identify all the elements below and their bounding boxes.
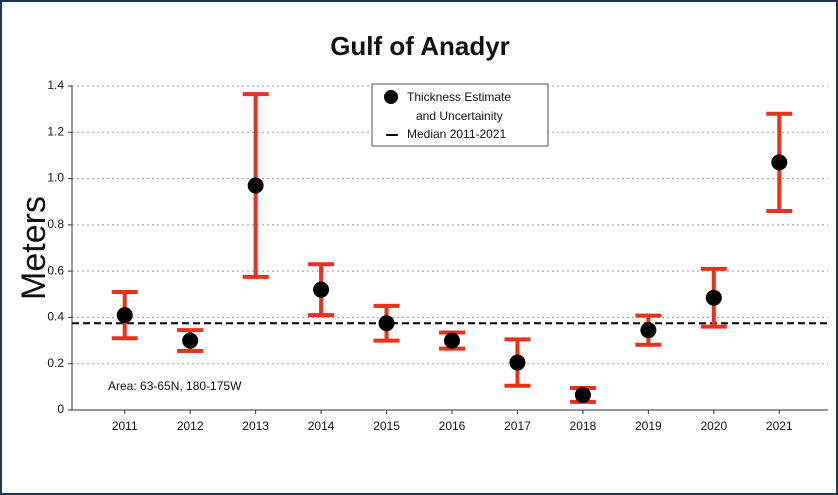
y-tick-label: 1.2 bbox=[47, 124, 64, 138]
data-point bbox=[247, 177, 264, 194]
chart-title: Gulf of Anadyr bbox=[330, 31, 510, 61]
x-tick-label: 2021 bbox=[766, 419, 793, 433]
x-tick-label: 2014 bbox=[308, 419, 335, 433]
x-tick-label: 2013 bbox=[242, 419, 269, 433]
legend-label: Thickness Estimate bbox=[407, 90, 511, 104]
x-tick-label: 2018 bbox=[570, 419, 597, 433]
data-point bbox=[574, 386, 591, 403]
x-tick-label: 2020 bbox=[700, 419, 727, 433]
x-tick-label: 2012 bbox=[177, 419, 204, 433]
data-point bbox=[705, 289, 722, 306]
data-point bbox=[116, 307, 133, 324]
y-tick-label: 0.4 bbox=[47, 310, 64, 324]
y-tick-label: 0.8 bbox=[47, 217, 64, 231]
y-tick-label: 0.2 bbox=[47, 356, 64, 370]
y-tick-label: 1.4 bbox=[47, 78, 64, 92]
legend-marker bbox=[384, 90, 398, 104]
data-point bbox=[640, 322, 657, 339]
y-axis-label: Meters bbox=[15, 196, 53, 300]
y-tick-label: 1.0 bbox=[47, 171, 64, 185]
legend-box bbox=[371, 83, 549, 147]
x-tick-label: 2017 bbox=[504, 419, 531, 433]
data-point bbox=[444, 332, 460, 349]
data-point bbox=[771, 154, 788, 171]
x-tick-label: 2011 bbox=[112, 419, 138, 433]
x-tick-label: 2016 bbox=[439, 419, 466, 433]
data-point bbox=[182, 332, 199, 349]
x-tick-label: 2015 bbox=[373, 419, 400, 433]
y-tick-label: 0 bbox=[57, 402, 64, 416]
annotation: Area: 63-65N, 180-175W bbox=[108, 379, 242, 393]
data-point bbox=[378, 315, 395, 332]
y-tick-label: 0.6 bbox=[47, 263, 64, 277]
x-tick-label: 2019 bbox=[635, 419, 662, 433]
data-point bbox=[509, 354, 526, 371]
legend-label: and Uncertainity bbox=[416, 109, 503, 123]
legend-label: Median 2011-2021 bbox=[407, 127, 507, 141]
data-point bbox=[313, 281, 330, 298]
